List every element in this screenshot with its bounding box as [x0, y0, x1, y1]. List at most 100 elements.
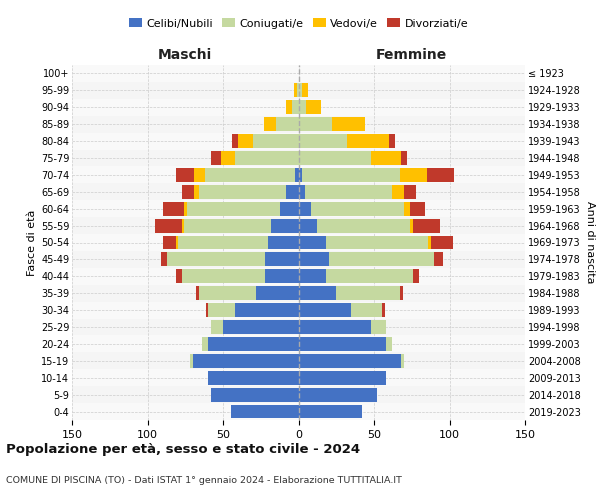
Bar [72, 386, 525, 403]
Bar [280, 202, 299, 215]
Bar [72, 403, 525, 420]
Bar [292, 100, 299, 114]
Bar [286, 185, 299, 198]
Text: Maschi: Maschi [158, 48, 212, 62]
Bar [326, 270, 413, 283]
Bar [352, 303, 382, 317]
Bar [155, 218, 182, 232]
Text: Femmine: Femmine [376, 48, 448, 62]
Bar [392, 185, 404, 198]
Bar [306, 100, 321, 114]
Bar [299, 117, 332, 131]
Bar [72, 251, 525, 268]
Bar [72, 370, 525, 386]
Bar [72, 302, 525, 318]
Y-axis label: Fasce di età: Fasce di età [26, 210, 37, 276]
Bar [299, 100, 306, 114]
Bar [72, 65, 525, 82]
Bar [386, 337, 392, 351]
Bar [400, 168, 427, 182]
Bar [72, 82, 525, 99]
Bar [187, 202, 280, 215]
Bar [299, 218, 317, 232]
Bar [271, 218, 299, 232]
Bar [302, 84, 308, 98]
Bar [167, 252, 265, 266]
Bar [196, 286, 199, 300]
Bar [299, 202, 311, 215]
Bar [72, 200, 525, 217]
Bar [232, 134, 238, 148]
Bar [211, 151, 221, 165]
Bar [238, 134, 253, 148]
Bar [299, 354, 401, 368]
Bar [326, 236, 428, 250]
Bar [72, 166, 525, 184]
Text: Popolazione per età, sesso e stato civile - 2024: Popolazione per età, sesso e stato civil… [6, 442, 360, 456]
Bar [299, 252, 329, 266]
Bar [253, 134, 299, 148]
Bar [410, 202, 425, 215]
Bar [190, 354, 193, 368]
Bar [72, 318, 525, 336]
Bar [286, 100, 292, 114]
Bar [299, 236, 326, 250]
Bar [401, 151, 407, 165]
Bar [410, 218, 413, 232]
Bar [230, 404, 299, 418]
Bar [193, 354, 299, 368]
Bar [404, 202, 410, 215]
Bar [72, 99, 525, 116]
Bar [72, 285, 525, 302]
Bar [199, 286, 256, 300]
Bar [182, 218, 184, 232]
Bar [299, 185, 305, 198]
Bar [194, 185, 199, 198]
Bar [299, 151, 371, 165]
Bar [182, 185, 194, 198]
Bar [371, 320, 386, 334]
Bar [176, 236, 178, 250]
Text: COMUNE DI PISCINA (TO) - Dati ISTAT 1° gennaio 2024 - Elaborazione TUTTITALIA.IT: COMUNE DI PISCINA (TO) - Dati ISTAT 1° g… [6, 476, 402, 485]
Bar [211, 388, 299, 402]
Bar [235, 151, 299, 165]
Bar [235, 303, 299, 317]
Bar [206, 303, 208, 317]
Bar [427, 168, 454, 182]
Bar [299, 84, 302, 98]
Y-axis label: Anni di nascita: Anni di nascita [585, 201, 595, 284]
Bar [72, 150, 525, 166]
Bar [194, 168, 205, 182]
Bar [294, 84, 297, 98]
Bar [72, 336, 525, 352]
Bar [302, 168, 400, 182]
Bar [311, 202, 404, 215]
Legend: Celibi/Nubili, Coniugati/e, Vedovi/e, Divorziati/e: Celibi/Nubili, Coniugati/e, Vedovi/e, Di… [124, 14, 473, 33]
Bar [72, 116, 525, 132]
Bar [336, 286, 400, 300]
Bar [264, 117, 276, 131]
Bar [299, 388, 377, 402]
Bar [347, 134, 389, 148]
Bar [205, 168, 295, 182]
Bar [223, 320, 299, 334]
Bar [299, 303, 352, 317]
Bar [413, 270, 419, 283]
Bar [184, 218, 271, 232]
Bar [211, 320, 223, 334]
Bar [72, 268, 525, 285]
Bar [382, 303, 385, 317]
Bar [299, 270, 326, 283]
Bar [72, 132, 525, 150]
Bar [404, 185, 416, 198]
Bar [299, 371, 386, 384]
Bar [72, 217, 525, 234]
Bar [176, 168, 194, 182]
Bar [434, 252, 443, 266]
Bar [431, 236, 452, 250]
Bar [208, 303, 235, 317]
Bar [72, 184, 525, 200]
Bar [299, 337, 386, 351]
Bar [389, 134, 395, 148]
Bar [329, 252, 434, 266]
